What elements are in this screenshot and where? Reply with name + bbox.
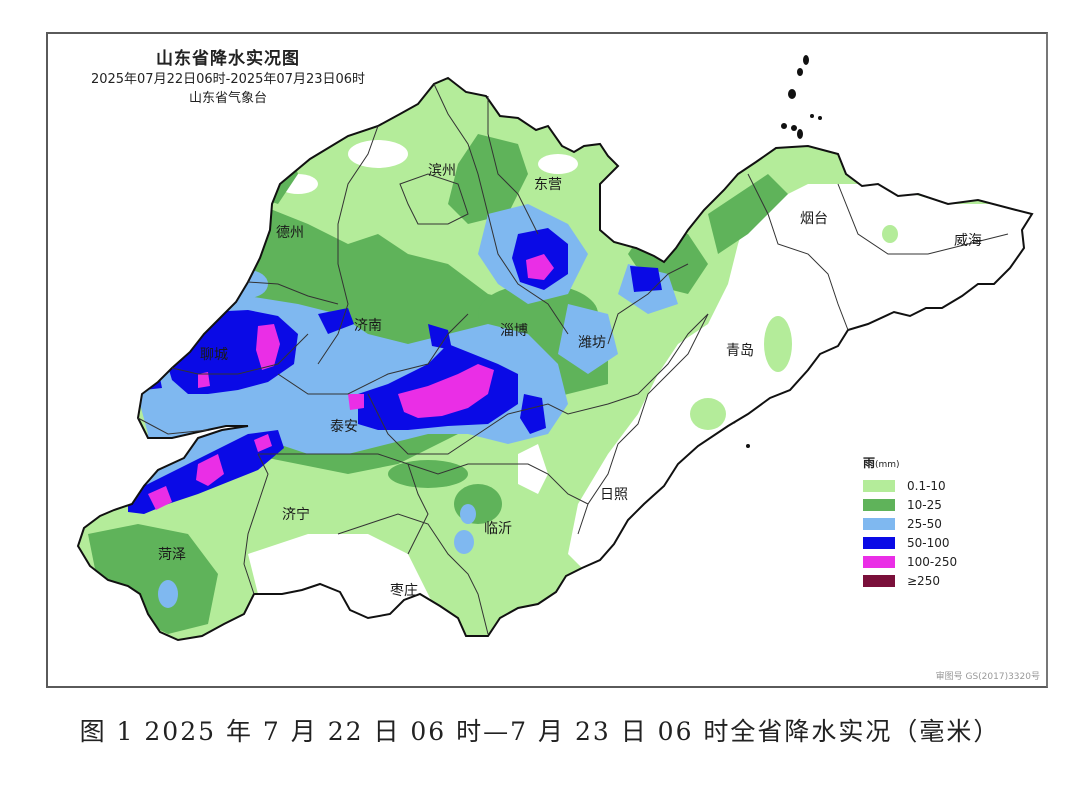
city-label: 枣庄 [390, 583, 418, 599]
city-label: 聊城 [200, 347, 228, 363]
city-label: 德州 [276, 225, 304, 241]
legend-title: 雨(mm) [863, 454, 983, 471]
legend: 雨(mm) 0.1-10 10-25 25-50 50-100 100-250 ≥250 [863, 454, 983, 590]
legend-unit: (mm) [875, 460, 900, 470]
map-issuer: 山东省气象台 [188, 91, 267, 106]
legend-item: 25-50 [863, 514, 983, 533]
city-boundaries [137, 83, 1009, 635]
city-label: 济南 [354, 318, 382, 334]
legend-label: 0.1-10 [907, 478, 946, 493]
legend-item: 0.1-10 [863, 476, 983, 495]
map-title-block: 山东省降水实况图 2025年07月22日06时-2025年07月23日06时 山… [58, 48, 398, 108]
map-frame: 山东省降水实况图 2025年07月22日06时-2025年07月23日06时 山… [46, 32, 1048, 688]
legend-title-text: 雨 [863, 456, 876, 470]
map-period: 2025年07月22日06时-2025年07月23日06时 [90, 72, 366, 87]
legend-label: 25-50 [907, 516, 942, 531]
province-border [76, 76, 1034, 642]
city-label: 临沂 [484, 521, 512, 537]
legend-swatch [863, 517, 895, 530]
city-label: 菏泽 [158, 547, 186, 563]
rainfall-layers [88, 134, 1032, 634]
approval-number: 审图号 GS(2017)3320号 [935, 672, 1040, 682]
legend-swatch [863, 574, 895, 587]
city-label: 潍坊 [578, 335, 606, 351]
figure-caption: 图 1 2025 年 7 月 22 日 06 时—7 月 23 日 06 时全省… [79, 717, 1001, 746]
legend-label: 50-100 [907, 535, 950, 550]
legend-swatch [863, 498, 895, 511]
city-label: 威海 [954, 233, 982, 249]
legend-label: 100-250 [907, 554, 958, 569]
city-label: 济宁 [282, 507, 310, 523]
city-label: 东营 [534, 177, 562, 193]
legend-items: 0.1-10 10-25 25-50 50-100 100-250 ≥250 [863, 476, 983, 590]
city-label: 烟台 [800, 211, 828, 227]
islands [685, 55, 822, 448]
legend-item: 100-250 [863, 552, 983, 571]
legend-item: 50-100 [863, 533, 983, 552]
map-title: 山东省降水实况图 [156, 49, 300, 69]
city-label: 日照 [600, 487, 628, 503]
city-label: 淄博 [500, 323, 528, 339]
legend-label: ≥250 [907, 573, 940, 588]
city-label: 泰安 [330, 419, 358, 435]
legend-swatch [863, 479, 895, 492]
city-label: 青岛 [726, 343, 754, 359]
legend-item: ≥250 [863, 571, 983, 590]
legend-swatch [863, 536, 895, 549]
precipitation-map [76, 55, 1034, 642]
legend-label: 10-25 [907, 497, 942, 512]
legend-item: 10-25 [863, 495, 983, 514]
city-label: 滨州 [428, 163, 456, 179]
legend-swatch [863, 555, 895, 568]
